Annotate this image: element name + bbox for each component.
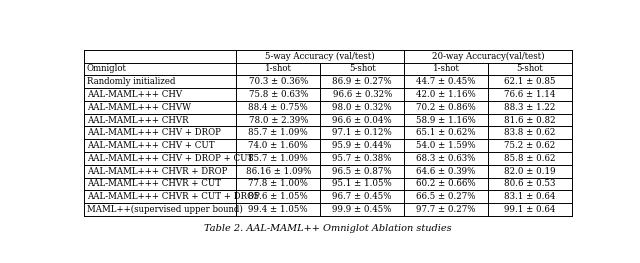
Text: 77.8 ± 1.00%: 77.8 ± 1.00% xyxy=(248,179,308,188)
Text: 75.8 ± 0.63%: 75.8 ± 0.63% xyxy=(248,90,308,99)
Text: 54.0 ± 1.59%: 54.0 ± 1.59% xyxy=(417,141,476,150)
Text: 42.0 ± 1.16%: 42.0 ± 1.16% xyxy=(416,90,476,99)
Text: 96.7 ± 0.45%: 96.7 ± 0.45% xyxy=(332,192,392,201)
Text: 1-shot: 1-shot xyxy=(265,64,292,73)
Text: AAL-MAML+++ CHVR + DROP: AAL-MAML+++ CHVR + DROP xyxy=(87,167,227,176)
Text: AAL-MAML+++ CHVR + CUT: AAL-MAML+++ CHVR + CUT xyxy=(87,179,221,188)
Text: AAL-MAML+++ CHV + CUT: AAL-MAML+++ CHV + CUT xyxy=(87,141,214,150)
Text: 85.6 ± 1.05%: 85.6 ± 1.05% xyxy=(248,192,308,201)
Text: 97.1 ± 0.12%: 97.1 ± 0.12% xyxy=(332,128,392,137)
Text: 97.7 ± 0.27%: 97.7 ± 0.27% xyxy=(417,205,476,214)
Text: 80.6 ± 0.53: 80.6 ± 0.53 xyxy=(504,179,556,188)
Text: 78.0 ± 2.39%: 78.0 ± 2.39% xyxy=(248,115,308,125)
Text: 85.7 ± 1.09%: 85.7 ± 1.09% xyxy=(248,128,308,137)
Text: 68.3 ± 0.63%: 68.3 ± 0.63% xyxy=(417,154,476,163)
Text: 88.4 ± 0.75%: 88.4 ± 0.75% xyxy=(248,103,308,112)
Text: 44.7 ± 0.45%: 44.7 ± 0.45% xyxy=(417,77,476,86)
Text: 96.6 ± 0.04%: 96.6 ± 0.04% xyxy=(332,115,392,125)
Text: 5-way Accuracy (val/test): 5-way Accuracy (val/test) xyxy=(266,52,375,61)
Text: 60.2 ± 0.66%: 60.2 ± 0.66% xyxy=(417,179,476,188)
Text: MAML++(supervised upper bound): MAML++(supervised upper bound) xyxy=(87,205,243,214)
Text: Omniglot: Omniglot xyxy=(87,64,127,73)
Text: AAL-MAML+++ CHV + DROP + CUT: AAL-MAML+++ CHV + DROP + CUT xyxy=(87,154,253,163)
Text: AAL-MAML+++ CHV: AAL-MAML+++ CHV xyxy=(87,90,182,99)
Text: 98.0 ± 0.32%: 98.0 ± 0.32% xyxy=(332,103,392,112)
Text: 99.4 ± 1.05%: 99.4 ± 1.05% xyxy=(248,205,308,214)
Text: 76.6 ± 1.14: 76.6 ± 1.14 xyxy=(504,90,556,99)
Text: 99.9 ± 0.45%: 99.9 ± 0.45% xyxy=(332,205,392,214)
Text: 95.9 ± 0.44%: 95.9 ± 0.44% xyxy=(332,141,392,150)
Text: 75.2 ± 0.62: 75.2 ± 0.62 xyxy=(504,141,556,150)
Text: 66.5 ± 0.27%: 66.5 ± 0.27% xyxy=(417,192,476,201)
Text: 65.1 ± 0.62%: 65.1 ± 0.62% xyxy=(417,128,476,137)
Text: 86.9 ± 0.27%: 86.9 ± 0.27% xyxy=(332,77,392,86)
Text: 58.9 ± 1.16%: 58.9 ± 1.16% xyxy=(416,115,476,125)
Text: 5-shot: 5-shot xyxy=(516,64,543,73)
Text: 86.16 ± 1.09%: 86.16 ± 1.09% xyxy=(246,167,311,176)
Text: 99.1 ± 0.64: 99.1 ± 0.64 xyxy=(504,205,556,214)
Text: 1-shot: 1-shot xyxy=(433,64,460,73)
Text: 83.8 ± 0.62: 83.8 ± 0.62 xyxy=(504,128,556,137)
Text: 85.8 ± 0.62: 85.8 ± 0.62 xyxy=(504,154,556,163)
Text: 64.6 ± 0.39%: 64.6 ± 0.39% xyxy=(417,167,476,176)
Text: 96.6 ± 0.32%: 96.6 ± 0.32% xyxy=(333,90,392,99)
Text: AAL-MAML+++ CHVR + CUT + DROP: AAL-MAML+++ CHVR + CUT + DROP xyxy=(87,192,260,201)
Text: AAL-MAML+++ CHVR: AAL-MAML+++ CHVR xyxy=(87,115,189,125)
Text: 82.0 ± 0.19: 82.0 ± 0.19 xyxy=(504,167,556,176)
Text: 20-way Accuracy(val/test): 20-way Accuracy(val/test) xyxy=(432,52,545,61)
Text: 70.2 ± 0.86%: 70.2 ± 0.86% xyxy=(416,103,476,112)
Text: 83.1 ± 0.64: 83.1 ± 0.64 xyxy=(504,192,556,201)
Text: 70.3 ± 0.36%: 70.3 ± 0.36% xyxy=(248,77,308,86)
Text: 85.7 ± 1.09%: 85.7 ± 1.09% xyxy=(248,154,308,163)
Text: 95.1 ± 1.05%: 95.1 ± 1.05% xyxy=(332,179,392,188)
Text: 74.0 ± 1.60%: 74.0 ± 1.60% xyxy=(248,141,308,150)
Text: AAL-MAML+++ CHVW: AAL-MAML+++ CHVW xyxy=(87,103,191,112)
Text: 81.6 ± 0.82: 81.6 ± 0.82 xyxy=(504,115,556,125)
Text: 88.3 ± 1.22: 88.3 ± 1.22 xyxy=(504,103,556,112)
Text: 5-shot: 5-shot xyxy=(349,64,376,73)
Text: 95.7 ± 0.38%: 95.7 ± 0.38% xyxy=(332,154,392,163)
Text: AAL-MAML+++ CHV + DROP: AAL-MAML+++ CHV + DROP xyxy=(87,128,221,137)
Text: 96.5 ± 0.87%: 96.5 ± 0.87% xyxy=(332,167,392,176)
Text: Randomly initialized: Randomly initialized xyxy=(87,77,175,86)
Text: 62.1 ± 0.85: 62.1 ± 0.85 xyxy=(504,77,556,86)
Text: Table 2. AAL-MAML++ Omniglot Ablation studies: Table 2. AAL-MAML++ Omniglot Ablation st… xyxy=(204,224,452,233)
